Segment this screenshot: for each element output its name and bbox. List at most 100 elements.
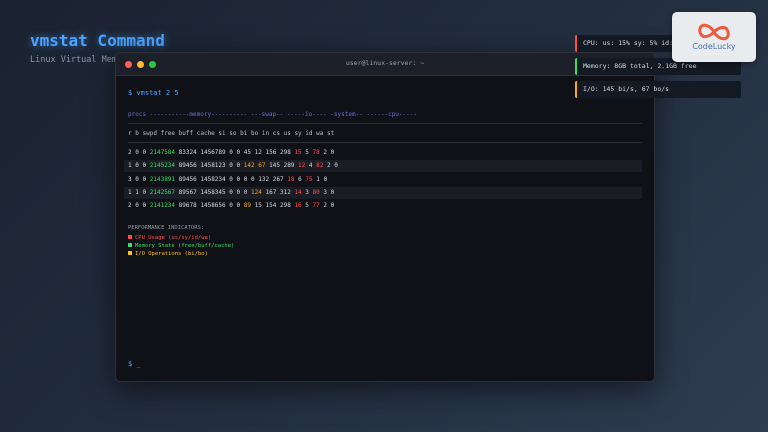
terminal-window: user@linux-server: ~ $ vmstat 2 5 procs … (115, 52, 655, 382)
cell: 18 (287, 175, 295, 183)
maximize-button[interactable] (149, 61, 156, 68)
title-bar: user@linux-server: ~ (116, 53, 654, 76)
cell: 5 (305, 149, 309, 156)
cell: 2 (323, 149, 328, 156)
indicator-swatch (128, 243, 132, 247)
cell: 0 (229, 175, 233, 183)
cell: 0 (135, 149, 139, 156)
cell: 1458234 (200, 175, 226, 183)
cell: 0 (330, 149, 335, 156)
cell: 312 (279, 188, 291, 196)
column-name: cache (196, 130, 215, 137)
cell: 6 (298, 175, 302, 183)
cell: 267 (272, 175, 284, 183)
data-row: 3 0 0 2143891 89456 1458234 0 0 0 0 132 … (124, 174, 642, 186)
separator (128, 142, 642, 143)
cell: 298 (279, 149, 291, 156)
cell: 0 (236, 149, 241, 156)
column-name: r (128, 130, 132, 137)
cell: 89456 (178, 162, 197, 170)
cell: 12 (254, 149, 262, 156)
cell: 83324 (178, 149, 197, 156)
cell: 1456789 (200, 149, 226, 156)
indicator-swatch (128, 251, 132, 255)
indicators-heading: PERFORMANCE INDICATORS: (128, 225, 205, 231)
cell: 0 (236, 188, 241, 196)
cell: 0 (251, 175, 255, 183)
cell: 45 (243, 149, 252, 156)
stats-panel: I/O: 145 bi/s, 67 bo/s (575, 81, 741, 98)
cell: 5 (305, 202, 309, 210)
cell: 80 (312, 188, 320, 196)
cell: 2143891 (149, 175, 176, 183)
column-name: bi (240, 130, 248, 137)
cell: 2 (128, 202, 132, 210)
cell: 89 (243, 202, 252, 210)
cell: 1 (316, 175, 320, 183)
cell: 2 (323, 202, 328, 210)
cell: 78 (312, 149, 320, 156)
cell: 3 (305, 188, 309, 196)
column-name: st (327, 130, 335, 137)
logo-text: CodeLucky (692, 42, 736, 51)
cell: 15 (254, 202, 262, 210)
cell: 2142567 (149, 188, 176, 196)
cell: 1458345 (200, 188, 226, 196)
data-row: 2 0 0 2147584 83324 1456789 0 0 45 12 15… (124, 147, 642, 159)
cell: 2145234 (149, 162, 176, 170)
cell: 145 (269, 162, 280, 170)
minimize-button[interactable] (137, 61, 144, 68)
indicator-label: CPU Usage (us/sy/id/wa) (135, 235, 212, 241)
cell: 2 (128, 149, 132, 156)
cell: 3 (128, 175, 132, 183)
data-row: 1 0 0 2145234 89456 1458123 0 0 142 67 1… (124, 160, 642, 173)
cell: 0 (236, 162, 241, 170)
cell: 0 (229, 188, 233, 196)
group-header: procs -----------memory---------- ---swa… (128, 111, 417, 118)
cell: 0 (135, 175, 139, 183)
cell: 15 (294, 149, 302, 156)
indicator-label: Memory Stats (free/buff/cache) (135, 243, 235, 249)
cell: 289 (283, 162, 295, 170)
data-row: 2 0 0 2141234 89678 1458656 0 0 89 15 15… (124, 200, 642, 212)
cell: 0 (142, 149, 147, 156)
cell: 89567 (178, 188, 197, 196)
cell: 14 (294, 188, 302, 196)
cell: 1 (135, 188, 139, 196)
cell: 2 (327, 162, 331, 170)
cell: 0 (229, 202, 233, 210)
cell: 142 (243, 162, 255, 170)
indicator-label: I/O Operations (bi/bo) (135, 251, 208, 257)
indicator: Memory Stats (free/buff/cache) (128, 243, 234, 249)
command: $ vmstat 2 5 (128, 89, 179, 97)
indicator-swatch (128, 235, 132, 239)
column-name: so (229, 130, 237, 137)
cell: 0 (229, 162, 233, 170)
cell: 1 (128, 188, 132, 196)
cell: 77 (312, 202, 320, 210)
column-name: free (160, 130, 176, 137)
cell: 89456 (178, 175, 197, 183)
cell: 0 (229, 149, 233, 156)
window-title: user@linux-server: ~ (345, 59, 425, 67)
cell: 1458656 (200, 202, 226, 210)
cell: 1458123 (200, 162, 226, 170)
cell: 82 (316, 162, 324, 170)
close-button[interactable] (125, 61, 132, 68)
cell: 1 (128, 162, 132, 170)
cell: 0 (142, 188, 147, 196)
cell: 2141234 (149, 202, 176, 210)
cell: 67 (258, 162, 266, 170)
cell: 132 (258, 175, 270, 183)
column-name: swpd (142, 130, 157, 137)
logo-icon (698, 23, 730, 41)
indicator: I/O Operations (bi/bo) (128, 251, 208, 257)
cell: 0 (330, 188, 335, 196)
cell: 89678 (178, 202, 197, 210)
cell: 75 (305, 175, 313, 183)
cell: 2147584 (149, 149, 176, 156)
cell: 0 (236, 202, 241, 210)
indicator: CPU Usage (us/sy/id/wa) (128, 235, 211, 241)
cell: 0 (142, 202, 147, 210)
